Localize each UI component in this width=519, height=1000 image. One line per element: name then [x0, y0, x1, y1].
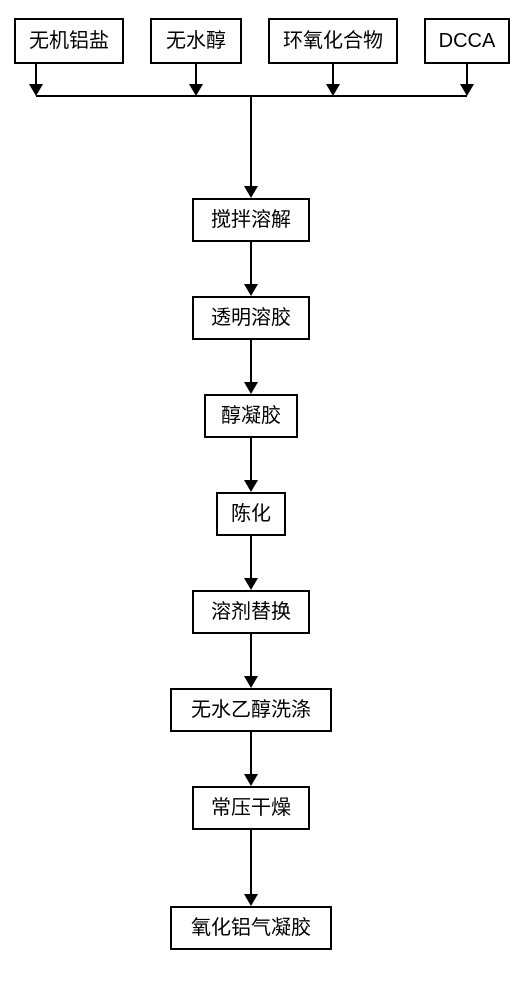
flow-node-label: 环氧化合物 [283, 29, 383, 53]
flow-node-label: 氧化铝气凝胶 [191, 916, 311, 940]
flow-node-in2: 无水醇 [150, 18, 242, 64]
flow-node-label: 醇凝胶 [221, 404, 281, 428]
flow-node-label: DCCA [439, 29, 496, 53]
flow-node-s5: 溶剂替换 [192, 590, 310, 634]
flow-node-label: 无水乙醇洗涤 [191, 698, 311, 722]
flow-node-s6: 无水乙醇洗涤 [170, 688, 332, 732]
flow-node-label: 无机铝盐 [29, 29, 109, 53]
flow-node-in1: 无机铝盐 [14, 18, 124, 64]
flow-node-in3: 环氧化合物 [268, 18, 398, 64]
flow-node-label: 透明溶胶 [211, 306, 291, 330]
flow-node-s3: 醇凝胶 [204, 394, 298, 438]
flow-node-s2: 透明溶胶 [192, 296, 310, 340]
flow-node-label: 常压干燥 [211, 796, 291, 820]
flow-node-in4: DCCA [424, 18, 510, 64]
flow-node-s1: 搅拌溶解 [192, 198, 310, 242]
flow-node-s4: 陈化 [216, 492, 286, 536]
flow-node-label: 陈化 [231, 502, 271, 526]
flow-node-s8: 氧化铝气凝胶 [170, 906, 332, 950]
flow-node-label: 搅拌溶解 [211, 208, 291, 232]
flow-node-label: 溶剂替换 [211, 600, 291, 624]
flow-node-s7: 常压干燥 [192, 786, 310, 830]
flow-node-label: 无水醇 [166, 29, 226, 53]
